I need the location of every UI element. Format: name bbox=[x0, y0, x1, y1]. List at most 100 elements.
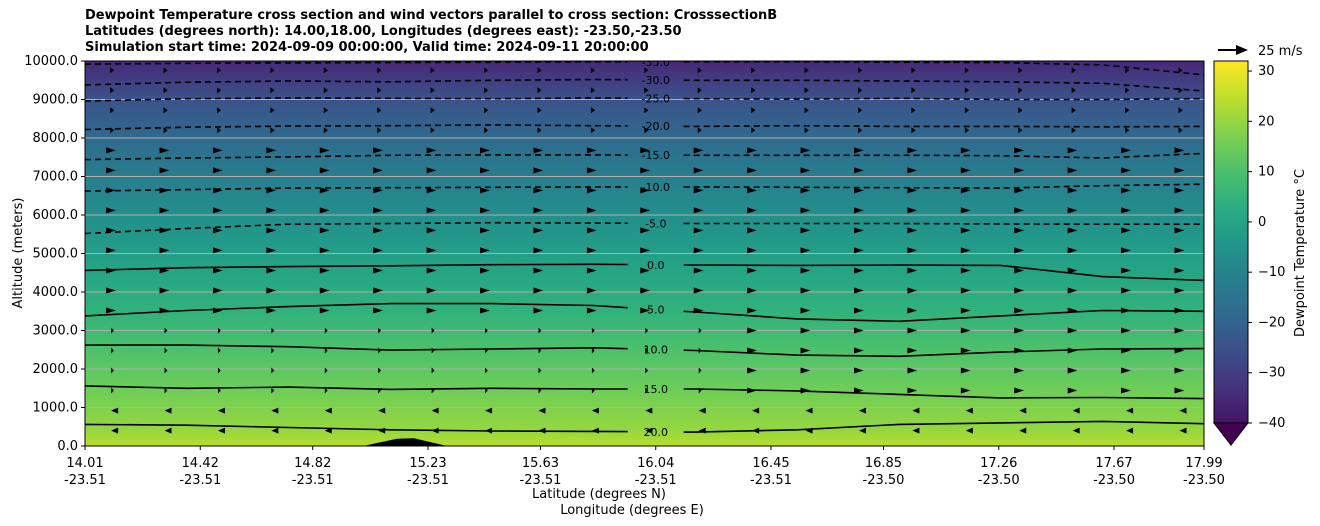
wind-vector bbox=[644, 67, 649, 74]
wind-vector bbox=[907, 307, 918, 314]
contour-line bbox=[85, 97, 628, 102]
wind-vector bbox=[747, 307, 757, 314]
chart-subtitle-coordinates: Latitudes (degrees north): 14.00,18.00, … bbox=[85, 24, 682, 39]
colorbar: 30 20 10 0 −10 −20 −30 −40 Dewpoint Temperature… bbox=[1212, 60, 1308, 446]
wind-vector bbox=[164, 427, 172, 434]
wind-vector bbox=[1014, 187, 1025, 194]
y-tick-label: 9000.0 bbox=[33, 93, 79, 108]
wind-vector bbox=[1071, 67, 1076, 74]
wind-vector bbox=[377, 127, 382, 134]
wind-vector bbox=[804, 67, 809, 74]
contour-label: 0.0 bbox=[647, 259, 665, 272]
wind-vector bbox=[1018, 127, 1023, 134]
wind-vector bbox=[426, 267, 437, 274]
x-tick-label-latitude: 15.63 bbox=[522, 456, 559, 471]
wind-vector bbox=[965, 407, 973, 414]
wind-vector bbox=[591, 367, 595, 374]
contour-label: -35.0 bbox=[642, 56, 670, 69]
wind-vector bbox=[271, 387, 275, 394]
colorbar-tick-label: −30 bbox=[1258, 366, 1285, 381]
wind-vector bbox=[960, 227, 971, 234]
wind-vector bbox=[1126, 407, 1134, 414]
wind-vector bbox=[1071, 127, 1076, 134]
wind-vector bbox=[484, 67, 489, 74]
y-tick-label: 5000.0 bbox=[33, 247, 79, 262]
colorbar-extend-triangle bbox=[1212, 422, 1250, 446]
wind-vector bbox=[537, 87, 542, 94]
y-tick-label: 8000.0 bbox=[33, 131, 79, 146]
wind-vector bbox=[266, 227, 277, 234]
wind-vector bbox=[907, 287, 918, 294]
wind-vector bbox=[853, 267, 864, 274]
wind-vector bbox=[111, 407, 119, 414]
wind-vector bbox=[484, 87, 489, 94]
wind-vector bbox=[800, 307, 811, 314]
wind-vector bbox=[960, 207, 971, 214]
wind-vector bbox=[853, 287, 864, 294]
wind-vector bbox=[106, 167, 116, 174]
wind-vector bbox=[426, 247, 437, 254]
wind-vector bbox=[485, 327, 488, 334]
wind-vector bbox=[804, 87, 809, 94]
wind-vector bbox=[960, 287, 971, 294]
wind-vector bbox=[907, 207, 918, 214]
wind-vector bbox=[159, 287, 170, 294]
chart-title: Dewpoint Temperature cross section and w… bbox=[85, 8, 778, 23]
wind-vector bbox=[1014, 167, 1025, 174]
contour-line bbox=[683, 61, 1204, 76]
wind-vector bbox=[693, 287, 704, 294]
x-tick-label-latitude: 17.67 bbox=[1095, 456, 1132, 471]
wind-vector bbox=[430, 87, 435, 94]
wind-vector bbox=[266, 147, 277, 154]
wind-vector bbox=[645, 427, 653, 434]
wind-vector bbox=[1018, 107, 1023, 114]
wind-vector bbox=[1121, 167, 1131, 174]
wind-vector bbox=[586, 307, 597, 314]
wind-vector bbox=[484, 107, 489, 114]
x-tick-label-latitude: 16.85 bbox=[865, 456, 902, 471]
wind-vector bbox=[804, 107, 809, 114]
wind-vector bbox=[159, 227, 170, 234]
wind-vector bbox=[1067, 187, 1078, 194]
wind-vector bbox=[1121, 287, 1131, 294]
wind-vector bbox=[212, 147, 223, 154]
wind-vector bbox=[270, 107, 275, 114]
wind-vector bbox=[216, 107, 222, 114]
wind-vector bbox=[270, 127, 275, 134]
wind-vector bbox=[217, 367, 221, 374]
wind-vector bbox=[800, 167, 811, 174]
wind-vector bbox=[586, 167, 597, 174]
colorbar-ticks: 30 20 10 0 −10 −20 −30 −40 bbox=[1248, 64, 1285, 431]
contour-line bbox=[85, 302, 628, 317]
wind-vector bbox=[640, 307, 651, 314]
wind-vector bbox=[1178, 67, 1183, 74]
wind-vector bbox=[378, 327, 382, 334]
colorbar-tick-label: 30 bbox=[1258, 64, 1275, 79]
wind-vector bbox=[960, 187, 971, 194]
x-tick-label-longitude: -23.51 bbox=[520, 473, 562, 488]
wind-vector bbox=[1121, 387, 1131, 394]
wind-vector bbox=[698, 407, 706, 414]
wind-vector bbox=[324, 327, 328, 334]
wind-vector bbox=[106, 247, 116, 254]
wind-vector bbox=[110, 67, 115, 74]
wind-vector bbox=[1067, 367, 1078, 374]
x-axis-label-latitude: Latitude (degrees N) bbox=[532, 487, 666, 502]
wind-vector bbox=[857, 107, 863, 114]
wind-vector bbox=[377, 87, 382, 94]
wind-vector bbox=[960, 387, 971, 394]
contour-label: -20.0 bbox=[642, 120, 670, 133]
x-tick-label-longitude: -23.50 bbox=[863, 473, 905, 488]
wind-vector bbox=[319, 267, 330, 274]
quiver-key-arrowhead bbox=[1236, 45, 1248, 55]
wind-vector bbox=[697, 67, 702, 74]
wind-vector bbox=[747, 327, 757, 334]
wind-vector bbox=[373, 167, 384, 174]
wind-vector bbox=[907, 347, 918, 354]
contour-label: 10.0 bbox=[643, 343, 668, 356]
wind-vector bbox=[1174, 227, 1185, 234]
wind-vector bbox=[319, 227, 330, 234]
wind-vector bbox=[644, 107, 649, 114]
wind-vector bbox=[640, 247, 651, 254]
wind-vector bbox=[911, 87, 916, 94]
